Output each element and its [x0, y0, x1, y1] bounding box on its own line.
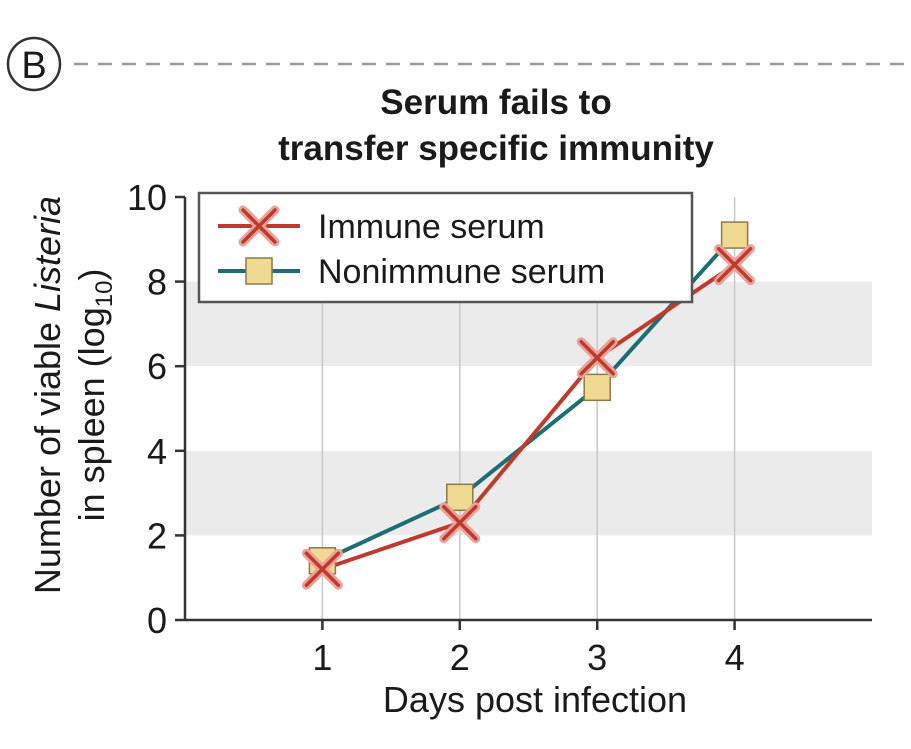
- x-tick-label-2: 2: [450, 637, 470, 678]
- y-tick-label-8: 8: [147, 262, 167, 303]
- legend-marker-1: [238, 205, 280, 247]
- y-tick-label-10: 10: [127, 177, 167, 218]
- y-axis-label-line-2: in spleen (log10): [71, 269, 118, 522]
- legend-items: Immune serum Nonimmune serum: [218, 205, 605, 291]
- shaded-bands: [185, 281, 872, 536]
- series-1-point-1: [301, 548, 343, 590]
- y-tick-label-6: 6: [147, 346, 167, 387]
- panel-badge: B: [6, 36, 62, 92]
- series-2-point-3: [583, 373, 611, 402]
- y-axis-label-text-1: Number of viable Listeria: [27, 196, 68, 594]
- y-tick-labels: 0 2 4 6 8 10: [127, 177, 167, 641]
- y-tick-label-4: 4: [147, 431, 167, 472]
- series-1-point-4: [714, 244, 756, 286]
- legend-marker-1-stroke-b: [241, 208, 277, 244]
- legend-box: [197, 191, 694, 304]
- x-tick-label-3: 3: [587, 637, 607, 678]
- shaded-band-1: [185, 450, 872, 536]
- series-1-point-1-stroke-b: [304, 551, 341, 587]
- legend-marker-2: [245, 257, 273, 285]
- legend-label-1: Immune serum: [318, 208, 545, 246]
- series-1-point-2: [439, 502, 481, 544]
- x-tick-label-4: 4: [725, 637, 745, 678]
- y-tick-label-2: 2: [147, 515, 167, 556]
- series-1-point-2-stroke-b: [442, 504, 478, 541]
- y-axis-label-part-1: Number of viable: [27, 312, 68, 594]
- legend-label-2: Nonimmune serum: [318, 253, 605, 291]
- x-axis-label: Days post infection: [383, 679, 687, 720]
- axes: [175, 195, 872, 630]
- series-2-point-2: [446, 483, 474, 512]
- series-1-point-4-stroke-b: [716, 246, 753, 283]
- y-axis-label-part-2: in spleen (log: [71, 307, 112, 521]
- legend: Immune serum Nonimmune serum: [197, 191, 694, 304]
- series-1-point-3: [576, 337, 618, 379]
- y-axis-label-italic: Listeria: [27, 196, 68, 312]
- chart-title-line-1: Serum fails to: [380, 83, 611, 122]
- x-tick-labels: 1 2 3 4: [312, 637, 744, 678]
- series-2-point-4: [720, 221, 749, 249]
- series-1-point-3-stroke-b: [579, 339, 615, 376]
- series-group: [301, 221, 756, 590]
- series-line-1: [321, 263, 736, 572]
- y-axis-label-part-3: ): [71, 269, 112, 281]
- panel-label: B: [21, 45, 46, 87]
- panel-badge-circle: [6, 36, 62, 92]
- chart-title-line-2: transfer specific immunity: [278, 129, 714, 168]
- y-axis-label-text-2: in spleen (log10): [71, 269, 118, 522]
- y-tick-label-0: 0: [147, 600, 167, 641]
- x-tick-label-1: 1: [312, 637, 332, 678]
- y-axis-label-subscript: 10: [91, 281, 118, 308]
- y-axis-label-line-1: Number of viable Listeria: [27, 196, 68, 594]
